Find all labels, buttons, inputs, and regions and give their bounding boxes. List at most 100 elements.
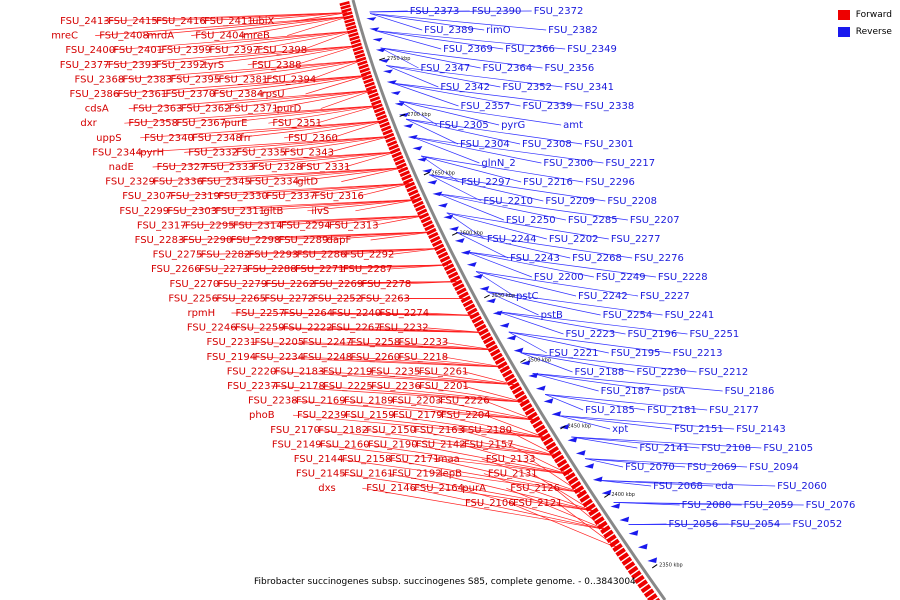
reverse-gene-glyph: [520, 360, 531, 366]
forward-gene-label: FSU_2219: [323, 366, 373, 377]
reverse-leader-line: [375, 30, 442, 50]
forward-gene-label: purE: [224, 118, 247, 129]
forward-leader-line: [166, 60, 362, 80]
reverse-leader-line: [545, 394, 584, 411]
forward-gene-glyph: [406, 185, 417, 193]
reverse-leader-line: [571, 436, 700, 449]
reverse-leader-line: [497, 311, 626, 335]
forward-gene-glyph: [352, 46, 363, 52]
reverse-gene-label: FSU_2369: [443, 44, 493, 55]
forward-gene-glyph: [391, 151, 402, 159]
forward-leader-line: [271, 385, 525, 403]
forward-gene-label: FSU_2386: [70, 89, 120, 100]
forward-leader-line: [295, 45, 357, 66]
forward-gene-label: FSU_2408: [99, 31, 149, 42]
reverse-gene-label: FSU_2143: [736, 424, 786, 435]
forward-gene-glyph: [476, 323, 487, 332]
forward-leader-line: [340, 414, 547, 439]
forward-gene-glyph: [404, 181, 416, 189]
forward-leader-line: [214, 183, 410, 197]
forward-gene-glyph: [356, 56, 367, 63]
forward-gene-label: FSU_2269: [314, 279, 364, 290]
reverse-leader-line: [613, 502, 804, 506]
forward-gene-label: FSU_2348: [192, 133, 242, 144]
reverse-leader-line: [465, 251, 594, 278]
forward-gene-label: FSU_2273: [199, 264, 249, 275]
forward-gene-glyph: [573, 485, 585, 495]
forward-gene-glyph: [363, 78, 374, 85]
forward-leader-line: [394, 356, 504, 368]
forward-leader-line: [370, 231, 432, 241]
forward-gene-glyph: [382, 129, 393, 136]
forward-leader-line: [320, 90, 372, 109]
reverse-gene-label: FSU_2216: [523, 177, 573, 188]
reverse-leader-line: [584, 458, 624, 468]
reverse-gene-glyph: [466, 261, 477, 267]
legend-forward: Forward: [837, 6, 892, 23]
forward-gene-glyph: [527, 411, 538, 421]
reverse-gene-glyph: [567, 437, 578, 443]
forward-leader-line: [291, 400, 535, 421]
reverse-gene-glyph: [513, 347, 524, 353]
reverse-leader-line: [446, 212, 547, 240]
reverse-gene-label: FSU_2141: [639, 443, 689, 454]
reverse-gene-label: FSU_2389: [424, 25, 474, 36]
reverse-gene-label: FSU_2308: [522, 139, 572, 150]
forward-gene-label: FSU_2367: [176, 118, 226, 129]
forward-gene-glyph: [492, 352, 503, 361]
forward-gene-glyph: [570, 480, 582, 490]
forward-leader-line: [394, 341, 494, 351]
forward-gene-label: FSU_2234: [254, 352, 304, 363]
forward-leader-line: [197, 167, 403, 182]
forward-gene-glyph: [582, 498, 593, 508]
forward-gene-label: FSU_2330: [218, 191, 268, 202]
forward-gene-glyph: [655, 597, 661, 600]
scale-tick: [520, 358, 526, 363]
reverse-leader-line: [475, 271, 639, 297]
scale-tick: [451, 232, 458, 236]
reverse-gene-label: FSU_2390: [472, 6, 522, 17]
forward-gene-label: FSU_2189: [344, 396, 394, 407]
forward-gene-label: FSU_2164: [414, 483, 464, 494]
reverse-gene-glyph: [619, 516, 630, 523]
forward-gene-label: FSU_2192: [392, 469, 442, 480]
reverse-leader-line: [532, 373, 599, 392]
reverse-leader-line: [508, 331, 671, 354]
forward-gene-glyph: [516, 394, 528, 404]
forward-gene-glyph: [588, 507, 599, 517]
forward-gene-glyph: [449, 275, 461, 283]
forward-gene-glyph: [600, 525, 611, 535]
forward-leader-line: [248, 151, 396, 168]
forward-gene-glyph: [562, 467, 573, 477]
reverse-gene-label: glnN_2: [481, 158, 515, 169]
forward-gene-label: FSU_2190: [368, 439, 418, 450]
forward-gene-label: FSU_2395: [171, 74, 221, 85]
forward-gene-glyph: [643, 588, 655, 598]
forward-leader-line: [322, 231, 432, 241]
forward-gene-label: FSU_2106: [465, 498, 515, 509]
forward-leader-line: [194, 264, 448, 270]
reverse-leader-line: [585, 458, 748, 468]
forward-leader-line: [442, 356, 504, 368]
forward-gene-label: FSU_2370: [166, 89, 216, 100]
forward-gene-label: gltD: [297, 177, 318, 188]
forward-leader-line: [411, 444, 569, 475]
reverse-gene-label: FSU_2251: [689, 329, 739, 340]
forward-gene-label: FSU_2287: [343, 264, 393, 275]
forward-gene-glyph: [345, 21, 356, 28]
forward-gene-label: FSU_2265: [216, 293, 266, 304]
reverse-gene-label: FSU_2300: [543, 158, 593, 169]
reverse-gene-glyph: [637, 543, 648, 550]
forward-leader-line: [388, 414, 547, 439]
forward-gene-glyph: [545, 441, 557, 451]
forward-gene-glyph: [386, 140, 398, 147]
forward-gene-glyph: [447, 271, 459, 279]
forward-gene-glyph: [634, 574, 645, 584]
forward-leader-line: [161, 75, 367, 95]
forward-gene-label: FSU_2238: [248, 396, 298, 407]
forward-gene-label: FSU_2232: [379, 323, 429, 334]
reverse-gene-glyph: [575, 450, 586, 456]
forward-gene-glyph: [594, 516, 605, 526]
forward-gene-glyph: [428, 231, 439, 240]
